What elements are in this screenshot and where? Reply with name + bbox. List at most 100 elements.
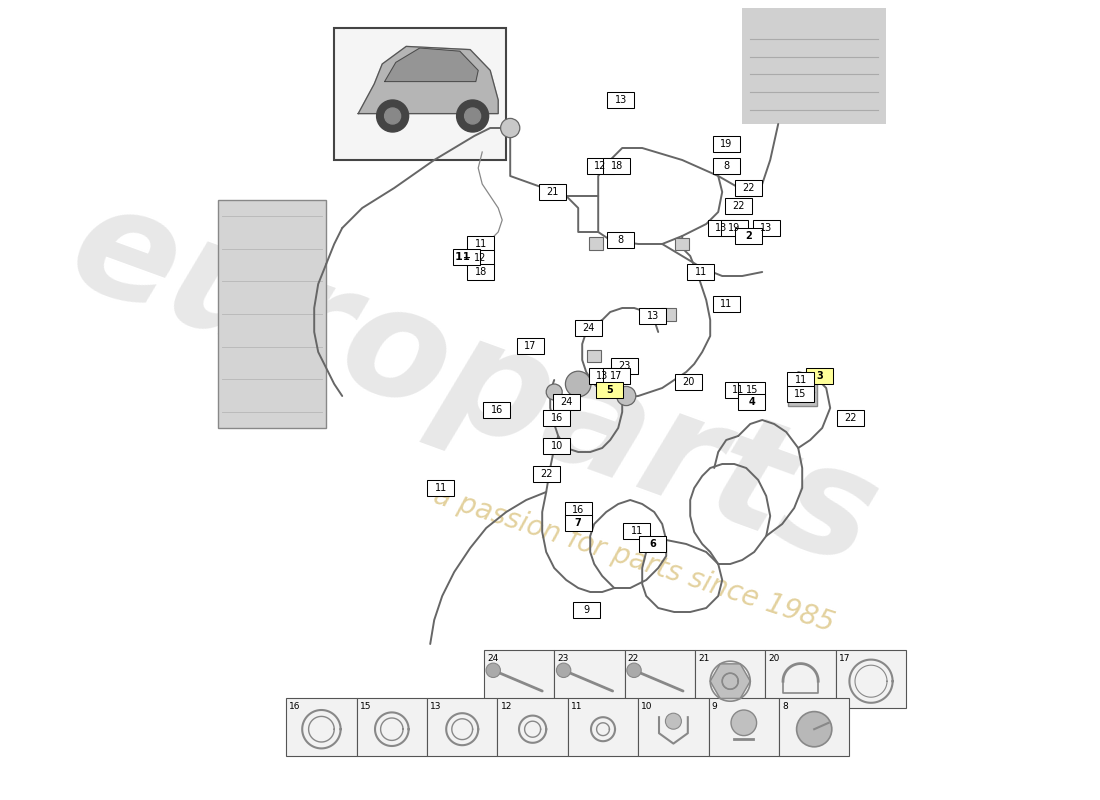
Bar	[603, 158, 630, 174]
Text: 11: 11	[694, 267, 706, 277]
Text: 19: 19	[720, 139, 733, 149]
Text: 21: 21	[698, 654, 710, 662]
Bar	[218, 200, 327, 428]
Text: 15: 15	[746, 385, 758, 394]
Circle shape	[456, 100, 488, 132]
Text: 16: 16	[550, 413, 563, 422]
Bar	[675, 238, 690, 250]
Bar	[625, 650, 695, 708]
Bar	[779, 698, 849, 756]
Text: 13: 13	[715, 223, 727, 233]
Text: 13: 13	[596, 371, 608, 381]
Text: 13: 13	[615, 95, 627, 105]
Circle shape	[500, 118, 520, 138]
Bar	[543, 438, 570, 454]
Text: 10: 10	[550, 441, 563, 450]
Bar	[713, 296, 740, 312]
Text: 5: 5	[606, 385, 613, 394]
Text: 22: 22	[628, 654, 639, 662]
Bar	[607, 92, 635, 108]
Bar	[568, 698, 638, 756]
Bar	[688, 264, 714, 280]
FancyBboxPatch shape	[742, 8, 887, 124]
Text: 8: 8	[782, 702, 788, 710]
Bar	[588, 368, 616, 384]
Text: 22: 22	[742, 183, 755, 193]
Bar	[607, 232, 635, 248]
Polygon shape	[711, 664, 750, 698]
Text: 13: 13	[430, 702, 442, 710]
Bar	[543, 410, 570, 426]
Text: 18: 18	[610, 161, 623, 170]
Text: 24: 24	[487, 654, 498, 662]
Text: 11: 11	[571, 702, 583, 710]
Text: 11: 11	[794, 375, 806, 385]
Bar	[837, 410, 864, 426]
Text: 2: 2	[745, 231, 752, 241]
Text: 6: 6	[649, 539, 656, 549]
Text: 12: 12	[500, 702, 512, 710]
Text: 10: 10	[641, 702, 653, 710]
Bar	[554, 650, 625, 708]
Bar	[539, 184, 566, 200]
Bar	[286, 698, 356, 756]
Bar	[788, 378, 816, 406]
Circle shape	[796, 712, 832, 747]
Circle shape	[732, 710, 757, 736]
Bar	[468, 250, 494, 266]
Bar	[497, 698, 568, 756]
Bar	[836, 650, 906, 708]
Bar	[713, 136, 740, 152]
Bar	[596, 382, 623, 398]
Bar	[639, 308, 667, 324]
Polygon shape	[385, 48, 478, 82]
Circle shape	[627, 663, 641, 678]
Text: 11: 11	[733, 385, 745, 394]
Text: europarts: europarts	[52, 170, 896, 598]
Text: 16: 16	[289, 702, 301, 710]
Bar	[452, 249, 480, 265]
Bar	[707, 220, 735, 236]
Text: 11: 11	[630, 526, 642, 536]
Text: 19: 19	[728, 223, 740, 233]
Bar	[708, 698, 779, 756]
Text: 9: 9	[583, 605, 590, 614]
Text: 8: 8	[617, 235, 624, 245]
Text: 12: 12	[474, 253, 487, 262]
Text: 7: 7	[575, 518, 582, 528]
Bar	[786, 386, 814, 402]
Bar	[483, 402, 510, 418]
Bar	[752, 220, 780, 236]
Bar	[720, 220, 748, 236]
Bar	[639, 536, 667, 552]
Text: 21: 21	[547, 187, 559, 197]
Circle shape	[557, 663, 571, 678]
Text: 11: 11	[434, 483, 447, 493]
Text: 22: 22	[844, 413, 857, 422]
Text: 17: 17	[610, 371, 623, 381]
Bar	[766, 650, 836, 708]
Bar	[638, 698, 708, 756]
Text: 1: 1	[463, 252, 470, 262]
Text: 3: 3	[816, 371, 823, 381]
Bar	[427, 698, 497, 756]
Text: 15: 15	[794, 389, 806, 398]
Bar	[356, 698, 427, 756]
Bar	[575, 320, 602, 336]
Text: 16: 16	[572, 505, 584, 514]
Text: 24: 24	[560, 397, 572, 406]
Text: 18: 18	[474, 267, 486, 277]
Bar	[603, 368, 630, 384]
Text: 23: 23	[558, 654, 569, 662]
Text: 8: 8	[723, 161, 729, 170]
Text: 11: 11	[720, 299, 733, 309]
Bar	[675, 374, 702, 390]
Bar	[735, 180, 762, 196]
Bar	[564, 502, 592, 518]
FancyBboxPatch shape	[334, 28, 506, 160]
Bar	[484, 650, 554, 708]
Text: 23: 23	[618, 361, 630, 370]
Bar	[573, 602, 600, 618]
Text: 20: 20	[769, 654, 780, 662]
Text: 22: 22	[732, 201, 745, 210]
